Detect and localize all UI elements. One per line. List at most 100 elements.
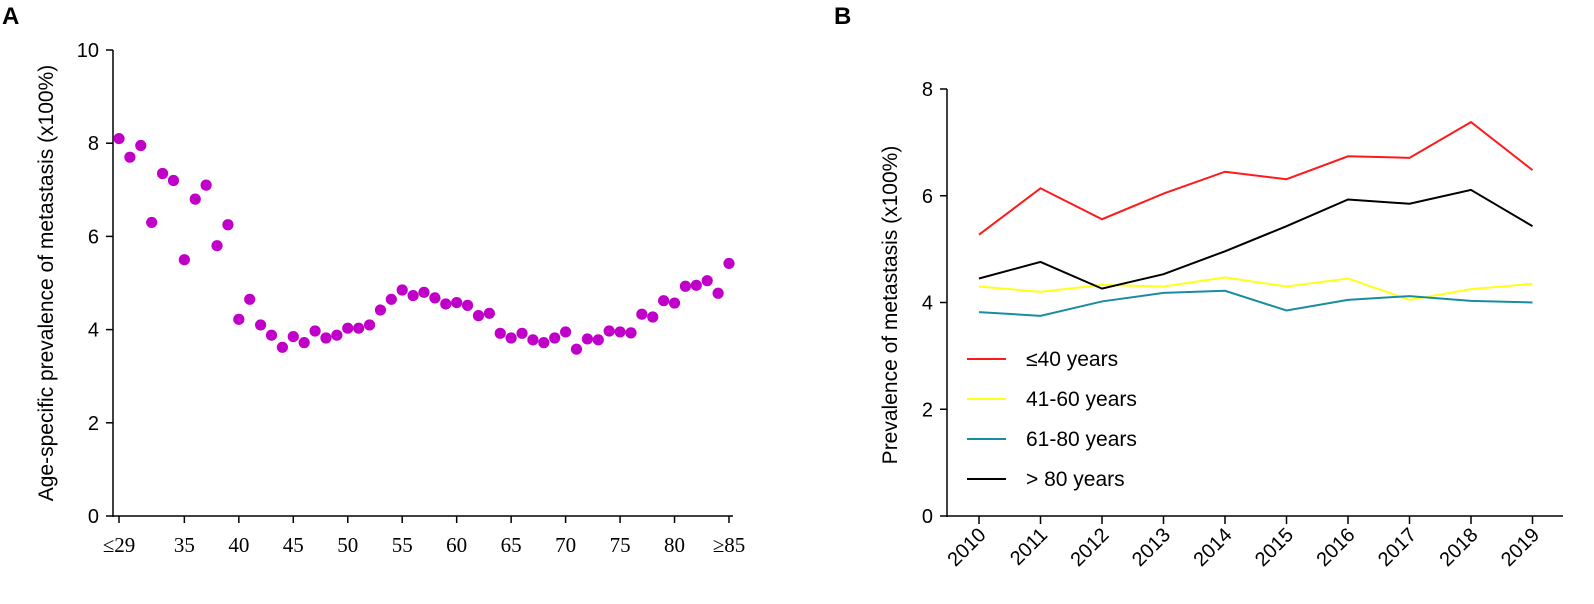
panel-a-label: A [2,3,19,30]
chart-a-x-tick-label: 60 [446,533,467,557]
chart-a-point [418,286,430,298]
chart-b-x-tick-label: 2011 [1006,524,1052,570]
chart-a-point [146,216,158,229]
chart-a-point [658,295,670,307]
chart-b-x-tick-label: 2012 [1067,524,1114,571]
chart-a-point [538,337,550,349]
chart-a-point [244,293,256,305]
chart-a-point [527,334,539,346]
chart-a-point [592,334,604,346]
chart-a-point [461,299,474,311]
chart-a-point [396,284,408,296]
chart-b-x-tick-label: 2019 [1497,524,1544,571]
chart-a-point [200,179,212,191]
chart-a-point [331,329,343,341]
chart-a-x-tick-label: 65 [501,533,522,557]
chart-b-x-tick-label: 2014 [1190,524,1237,571]
chart-a-point [222,219,234,231]
chart-a-point [363,319,376,331]
chart-a-point [298,337,310,349]
chart-a-point [679,280,692,292]
chart-a-point [636,308,648,320]
chart-b-legend-label: > 80 years [1026,468,1125,491]
chart-a-x-tick-label: 75 [610,533,631,557]
chart-a-x-tick-label: 80 [664,533,685,557]
chart-a-y-tick-label: 10 [77,40,99,62]
chart-a-x-tick-label: 35 [174,533,195,557]
chart-a-y-tick-label: 2 [88,413,99,435]
chart-a-x-tick-label: 45 [283,533,304,557]
chart-b-y-tick-label: 8 [922,79,933,101]
chart-b-legend-label: ≤40 years [1026,348,1118,371]
chart-a: 0 2 4 6 8 10 ≤29 35 40 45 50 55 60 65 70 75 80 ≥85 Age-s… [35,40,745,557]
chart-a-point [483,307,495,319]
chart-b-series-line [978,120,1534,236]
chart-b-x-tick-label: 2018 [1436,524,1483,571]
chart-a-y-tick-label: 0 [88,506,99,528]
chart-a-point [407,289,419,302]
chart-a-point [668,297,681,309]
chart-a-y-tick-label: 8 [88,133,99,155]
chart-b-y-tick-label: 4 [922,293,933,315]
chart-a-point [614,326,626,338]
chart-a-point [374,304,387,316]
chart-b-y-tick-label: 2 [922,399,933,421]
chart-a-point [429,292,441,304]
chart-a-point [440,298,452,310]
chart-a-point [701,275,713,287]
chart-a-point [581,333,593,345]
chart-a-point [178,254,190,266]
chart-a-point [549,332,561,344]
chart-a-point [712,287,724,299]
chart-b-y-tick-label: 6 [922,186,933,208]
chart-a-point [287,330,299,343]
chart-a-x-tick-label: 70 [555,533,576,557]
chart-b-legend-label: 61-80 years [1026,428,1137,451]
chart-a-point [255,319,267,331]
chart-b-x-tick-label: 2017 [1374,524,1421,571]
chart-b-legend-label: 41-60 years [1026,388,1137,411]
chart-a-x-tick-label: 50 [337,533,358,557]
chart-a-point [189,193,201,205]
chart-a-point [135,139,147,152]
chart-a-y-axis-title: Age-specific prevalence of metastasis (x… [35,65,58,502]
chart-a-point [385,293,397,305]
chart-a-y-tick-label: 6 [88,226,99,248]
chart-b-series-line [978,276,1533,301]
chart-b-x-tick-label: 2016 [1313,524,1360,571]
chart-a-point [353,322,365,334]
chart-a-point [625,327,637,339]
chart-b-x-tick-label: 2010 [944,524,991,571]
chart-a-x-tick-label: 40 [228,533,249,557]
chart-a-point [723,257,735,270]
chart-a-point [211,240,223,252]
chart-a-point [167,174,180,187]
chart-a-point [570,343,583,355]
chart-a-point [233,313,245,325]
chart-b-x-tick-label: 2015 [1251,524,1298,571]
chart-b: 0 2 4 6 8 2010 2011 2012 2013 2014 2015 2016 2017 20… [879,79,1563,571]
chart-a-point [265,329,278,341]
chart-b-series-line [978,289,1533,317]
chart-a-point [320,332,332,344]
chart-a-point [342,322,354,334]
chart-b-y-axis-title: Prevalence of metastasis (x100%) [879,146,902,465]
chart-a-point [647,311,659,323]
chart-a-point [560,326,572,338]
chart-a-point [472,310,485,322]
chart-a-point [451,296,463,309]
chart-a-x-tick-label: ≤29 [103,533,136,557]
chart-a-y-tick-label: 4 [88,320,99,342]
chart-a-x-tick-label: ≥85 [713,533,746,557]
panel-b-label: B [834,3,851,30]
chart-a-point [276,341,288,353]
chart-a-point [516,327,528,339]
chart-a-point [156,167,169,180]
chart-b-x-tick-label: 2013 [1128,524,1175,571]
chart-a-point [124,151,136,163]
chart-a-point [113,132,125,145]
chart-a-point [505,332,517,344]
chart-a-point [603,325,615,337]
chart-a-point [494,327,506,339]
chart-a-x-tick-label: 55 [392,533,413,557]
